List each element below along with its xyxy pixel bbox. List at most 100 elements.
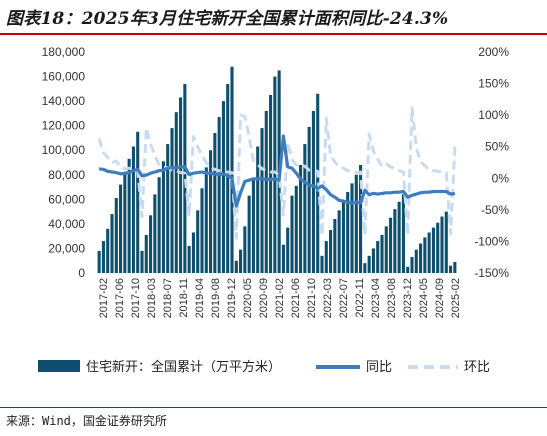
bar — [131, 146, 135, 273]
bar — [174, 112, 178, 274]
bar — [376, 241, 380, 273]
bar — [256, 146, 260, 273]
bar — [221, 101, 225, 273]
bar — [303, 144, 307, 273]
bar — [449, 265, 453, 273]
bar — [183, 83, 187, 273]
bar — [341, 200, 345, 273]
bar — [320, 255, 324, 273]
left-tick-label: 80,000 — [48, 168, 85, 182]
bar — [191, 232, 195, 273]
source-rule — [0, 407, 547, 408]
left-axis-ticks: 0 20,000 40,000 60,000 80,000 100,000 120,000 1… — [42, 45, 86, 280]
x-tick-label: 2020-09 — [258, 278, 270, 318]
bar — [329, 230, 333, 273]
bar — [166, 144, 170, 273]
x-tick-label: 2018-03 — [146, 278, 158, 318]
bar — [431, 227, 435, 273]
x-tick-label: 2024-05 — [418, 278, 430, 318]
right-tick-label: 0% — [492, 171, 510, 185]
right-tick-label: -100% — [474, 234, 509, 248]
bar — [226, 83, 230, 273]
bar — [230, 66, 234, 273]
bar — [346, 191, 350, 273]
bar — [179, 97, 183, 273]
bar — [204, 167, 208, 273]
bar — [324, 241, 328, 273]
bar — [196, 210, 200, 273]
bar — [397, 201, 401, 273]
bar — [337, 210, 341, 273]
title-rule — [0, 33, 547, 35]
right-tick-label: -50% — [481, 203, 509, 217]
x-tick-label: 2018-11 — [178, 278, 190, 318]
x-tick-label: 2019-08 — [210, 278, 222, 318]
x-tick-label: 2022-11 — [354, 278, 366, 318]
source-note: 来源：Wind，国金证券研究所 — [6, 414, 167, 428]
legend-bar-swatch — [38, 360, 80, 372]
right-tick-label: 200% — [478, 45, 509, 59]
left-tick-label: 140,000 — [42, 94, 86, 108]
left-tick-label: 20,000 — [48, 241, 85, 255]
bar — [239, 249, 243, 273]
x-tick-label: 2019-12 — [226, 278, 238, 318]
bar — [209, 150, 213, 273]
x-tick-label: 2023-04 — [370, 278, 382, 318]
bar — [119, 184, 123, 273]
x-tick-label: 2017-06 — [114, 278, 126, 318]
right-tick-label: 50% — [485, 140, 509, 154]
bar — [453, 261, 457, 273]
bar — [149, 215, 153, 273]
bar — [153, 194, 157, 273]
bar — [234, 260, 238, 273]
bar — [217, 117, 221, 273]
bar — [354, 174, 358, 273]
x-tick-label: 2018-07 — [162, 278, 174, 318]
x-tick-label: 2024-09 — [434, 278, 446, 318]
x-tick-label: 2022-03 — [322, 278, 334, 318]
bar — [243, 226, 247, 273]
bar — [144, 234, 148, 273]
bar — [393, 209, 397, 273]
bar — [401, 194, 405, 273]
mom-series — [97, 106, 457, 240]
bar — [406, 266, 410, 273]
legend-yoy-label: 同比 — [366, 360, 392, 375]
bar — [333, 218, 337, 273]
bar — [299, 164, 303, 273]
bar — [123, 172, 127, 273]
bar — [281, 244, 285, 273]
bar — [127, 158, 131, 273]
bar — [269, 94, 273, 273]
left-tick-label: 160,000 — [42, 70, 86, 84]
left-tick-label: 120,000 — [42, 119, 86, 133]
x-tick-label: 2023-08 — [386, 278, 398, 318]
x-tick-label: 2023-12 — [402, 278, 414, 318]
x-tick-label: 2021-10 — [306, 278, 318, 318]
bar — [436, 222, 440, 273]
left-tick-label: 60,000 — [48, 192, 85, 206]
x-tick-label: 2021-06 — [290, 278, 302, 318]
x-tick-label: 2020-05 — [242, 278, 254, 318]
bar — [427, 232, 431, 273]
bar — [380, 234, 384, 273]
bar-series — [97, 66, 457, 274]
left-tick-label: 100,000 — [42, 143, 86, 157]
bar — [106, 228, 110, 273]
mom-line — [97, 106, 457, 240]
bar — [423, 237, 427, 273]
bar — [114, 198, 118, 273]
x-tick-label: 2021-02 — [274, 278, 286, 318]
bar — [371, 248, 375, 273]
bar — [410, 257, 414, 273]
bar — [200, 188, 204, 273]
bar — [247, 195, 251, 273]
bar — [367, 255, 371, 273]
yoy-series — [98, 134, 456, 208]
bar — [311, 110, 315, 273]
bar — [187, 245, 191, 273]
x-axis-ticks: 2017-02 2017-06 2017-10 2018-03 2018-07 2018-… — [98, 278, 462, 318]
bar — [251, 178, 255, 273]
right-axis-ticks: -150% -100% -50% 0% 50% 100% 150% 200% — [474, 45, 509, 280]
bar — [110, 214, 114, 273]
